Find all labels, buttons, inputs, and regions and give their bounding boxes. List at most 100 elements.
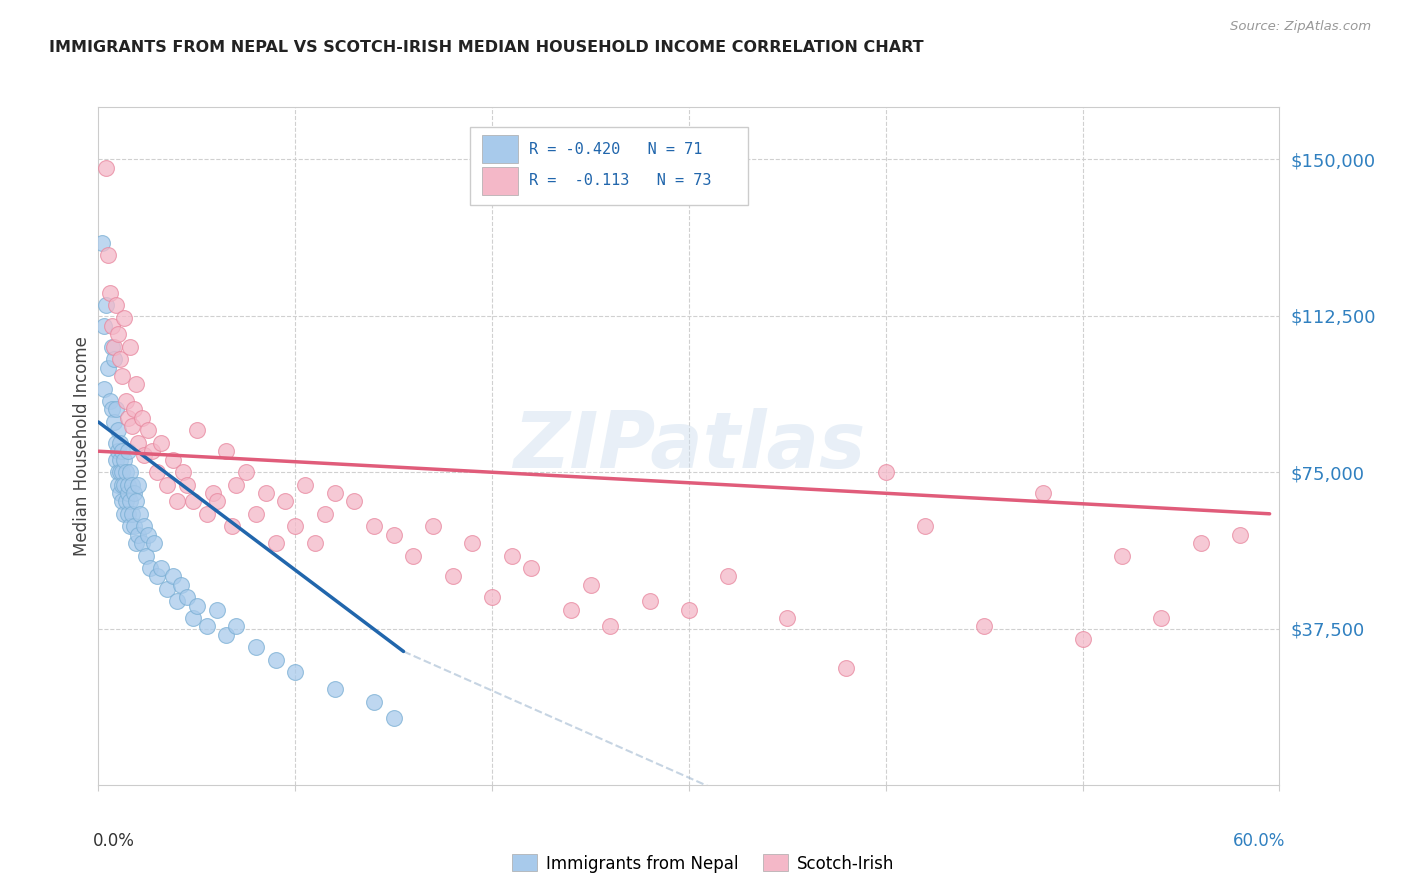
Point <box>108 465 131 479</box>
Point <box>422 519 444 533</box>
Point <box>221 519 243 533</box>
Point <box>128 507 150 521</box>
Point <box>111 444 134 458</box>
Point <box>176 477 198 491</box>
Point <box>117 486 139 500</box>
Point <box>215 628 238 642</box>
Point <box>105 435 128 450</box>
Point <box>105 452 128 467</box>
Point <box>107 444 129 458</box>
Point <box>441 569 464 583</box>
Point <box>96 298 118 312</box>
Point <box>108 352 131 367</box>
Point <box>382 711 405 725</box>
Point <box>118 465 141 479</box>
Point <box>103 340 125 354</box>
Point <box>1111 549 1133 563</box>
Point <box>107 327 129 342</box>
Point <box>875 465 897 479</box>
Point <box>108 452 131 467</box>
Point <box>323 486 346 500</box>
Point <box>135 549 157 563</box>
Point <box>107 477 129 491</box>
Legend: Immigrants from Nepal, Scotch-Irish: Immigrants from Nepal, Scotch-Irish <box>506 847 900 880</box>
Point <box>122 519 145 533</box>
Point <box>107 465 129 479</box>
Point <box>314 507 336 521</box>
Point <box>225 619 247 633</box>
Point <box>481 591 503 605</box>
Point <box>274 494 297 508</box>
Point <box>112 310 135 325</box>
Point <box>1229 527 1251 541</box>
Point <box>101 340 124 354</box>
Point <box>132 519 155 533</box>
Point <box>150 435 173 450</box>
Point <box>835 661 858 675</box>
Point <box>146 569 169 583</box>
Point <box>117 410 139 425</box>
Point <box>111 465 134 479</box>
Point <box>103 415 125 429</box>
Point <box>132 449 155 463</box>
Point <box>112 452 135 467</box>
Point <box>127 527 149 541</box>
Point <box>108 486 131 500</box>
Point <box>264 653 287 667</box>
Point <box>108 435 131 450</box>
Point <box>245 507 267 521</box>
Point <box>205 603 228 617</box>
Point <box>105 298 128 312</box>
Point <box>118 494 141 508</box>
Point <box>461 536 484 550</box>
Point <box>717 569 740 583</box>
Point <box>127 435 149 450</box>
Point <box>501 549 523 563</box>
Point <box>284 519 307 533</box>
Point <box>235 465 257 479</box>
Point <box>225 477 247 491</box>
Point <box>195 507 218 521</box>
Point <box>176 591 198 605</box>
Point <box>98 394 121 409</box>
Point <box>122 486 145 500</box>
Point <box>382 527 405 541</box>
Point <box>101 402 124 417</box>
Text: IMMIGRANTS FROM NEPAL VS SCOTCH-IRISH MEDIAN HOUSEHOLD INCOME CORRELATION CHART: IMMIGRANTS FROM NEPAL VS SCOTCH-IRISH ME… <box>49 40 924 55</box>
Point <box>186 423 208 437</box>
Point <box>1150 611 1173 625</box>
Point <box>121 507 143 521</box>
Point <box>520 561 543 575</box>
Point <box>162 569 184 583</box>
Point <box>93 382 115 396</box>
Point <box>121 419 143 434</box>
Point <box>136 423 159 437</box>
Point <box>201 486 224 500</box>
Point <box>117 477 139 491</box>
Point <box>146 465 169 479</box>
Point <box>172 465 194 479</box>
Point <box>105 402 128 417</box>
Point <box>1071 632 1094 646</box>
Text: R = -0.420   N = 71: R = -0.420 N = 71 <box>530 142 703 157</box>
Point <box>141 444 163 458</box>
Bar <box>482 167 517 195</box>
Point <box>115 394 138 409</box>
Point <box>111 477 134 491</box>
Bar <box>482 135 517 163</box>
Point <box>97 360 120 375</box>
Point <box>156 477 179 491</box>
Point <box>138 561 160 575</box>
Point <box>323 681 346 696</box>
Point <box>294 477 316 491</box>
Point <box>96 161 118 175</box>
Point <box>1032 486 1054 500</box>
Point <box>205 494 228 508</box>
Point <box>181 494 204 508</box>
Point <box>638 594 661 608</box>
Text: R =  -0.113   N = 73: R = -0.113 N = 73 <box>530 173 711 188</box>
Point <box>304 536 326 550</box>
Point <box>103 352 125 367</box>
Point <box>264 536 287 550</box>
Point <box>402 549 425 563</box>
